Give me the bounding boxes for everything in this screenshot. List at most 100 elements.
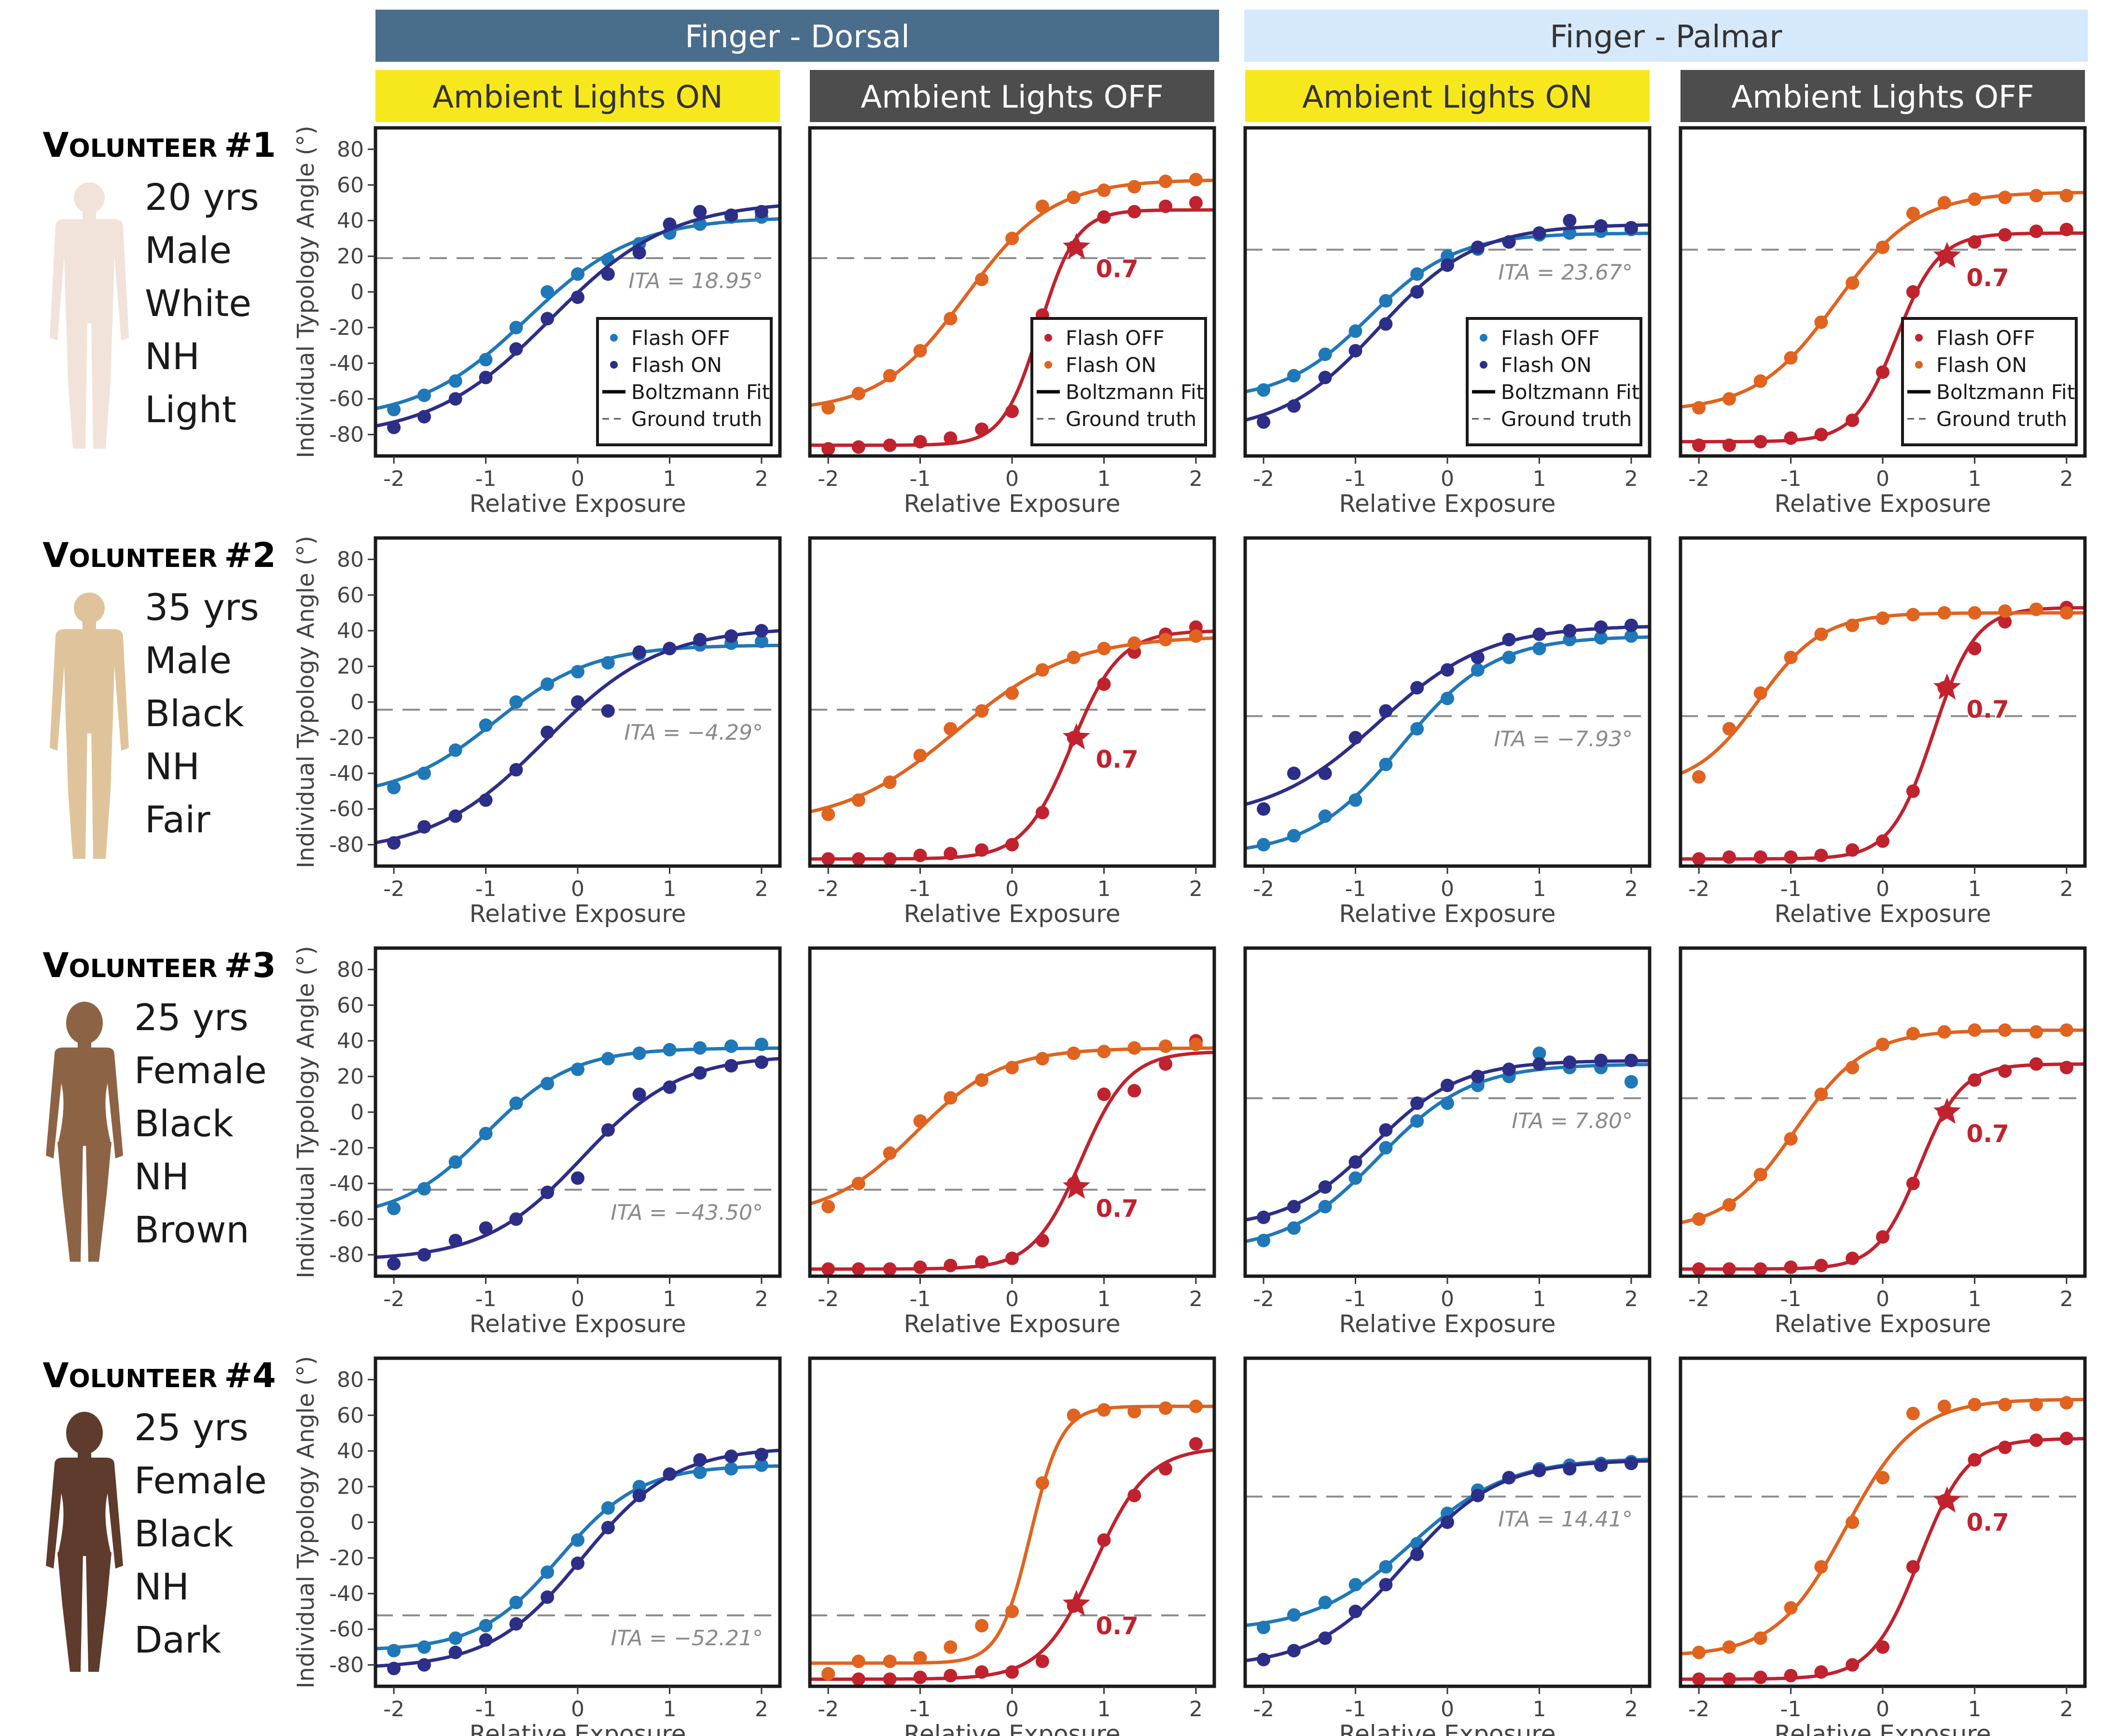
chart-panel-r1-c3: ITA = 23.67° Flash OFF Flash ON Boltzmann F… [1243,126,1652,518]
data-point [1753,435,1767,449]
y-tick-label: -20 [329,726,364,750]
data-point [663,1467,677,1481]
data-point [417,1182,431,1196]
data-point [1998,191,2012,205]
data-point [479,1127,493,1141]
data-point [1784,1668,1798,1682]
data-point [1502,650,1516,664]
condition-header-label: Ambient Lights OFF [1731,80,2034,115]
y-axis-label: Individual Typology Angle (°) [292,125,319,458]
x-tick-label: 2 [1625,467,1638,491]
data-point [1937,606,1951,620]
data-point [601,1501,615,1515]
data-point [1968,1398,1982,1412]
data-point [1594,631,1608,645]
x-axis-label: Relative Exposure [1339,1720,1556,1736]
star-marker [1062,233,1090,259]
data-point [1348,1604,1362,1618]
y-tick-label: 80 [337,137,364,162]
x-tick-label: -2 [1253,1697,1274,1722]
data-point [509,763,523,777]
y-tick-label: 80 [337,957,364,982]
volunteer-attribute: 25 yrs [134,996,249,1039]
data-point [1127,1405,1141,1419]
star-marker [1062,1590,1090,1616]
volunteer-attribute: Brown [134,1208,250,1251]
data-point [883,1654,897,1668]
data-point [1287,399,1301,413]
data-point [754,1037,768,1051]
data-point [541,725,555,739]
data-point [1441,663,1454,677]
data-point [851,1176,865,1190]
data-point [1722,1640,1736,1654]
boltzmann-fit-curve [375,629,780,844]
data-point [1379,758,1393,772]
chart-panel-r4-c1: ITA = −52.21° -2 -1 0 1 2 Relative Exposure -80… [292,1356,782,1736]
condition-header-3: Ambient Lights ON [1245,70,1650,122]
data-point [387,836,401,850]
data-point [571,1062,584,1076]
x-axis: -2 -1 0 1 2 Relative Exposure [383,1686,768,1736]
volunteer-attribute: NH [145,335,200,378]
data-point [1348,730,1362,744]
data-point [479,793,493,807]
data-point [883,852,897,866]
data-point [1159,174,1173,188]
data-point [1784,431,1798,445]
data-point [1968,642,1982,656]
data-point [479,1633,493,1647]
data-point [693,633,707,647]
data-point [387,1257,401,1271]
data-point [693,1465,707,1479]
y-tick-label: 20 [337,654,364,679]
x-axis-label: Relative Exposure [904,900,1121,928]
legend-label: Boltzmann Fit [1936,380,2075,404]
x-tick-label: 1 [1532,467,1546,491]
data-point [1753,686,1767,700]
data-point [1998,1064,2012,1078]
condition-header-bg [810,70,1214,122]
y-tick-label: 20 [337,244,364,269]
data-point [1846,843,1860,857]
data-point [1318,766,1332,780]
data-point [1594,620,1608,634]
data-point [944,312,958,326]
data-point [1722,1262,1736,1276]
data-point [448,1234,462,1248]
x-tick-label: 1 [663,877,676,901]
data-point [1692,770,1706,784]
ita-label: ITA = −7.93° [1494,727,1633,751]
data-point [1753,374,1767,388]
data-point [754,624,768,638]
data-point [851,1262,865,1276]
data-point [2029,1025,2043,1039]
data-point [1287,1644,1301,1658]
y-tick-label: 80 [337,1367,364,1392]
data-point [821,1199,835,1213]
data-point [663,217,677,231]
y-tick-label: -80 [329,1653,364,1678]
data-point [663,642,677,656]
data-point [724,629,738,643]
data-point [883,775,897,789]
y-tick-label: 40 [337,1439,364,1463]
chart-legend: Flash OFF Flash ON Boltzmann Fit Ground tru… [1466,317,1642,446]
data-point [724,1059,738,1073]
data-point [913,748,927,762]
data-point [1257,838,1271,852]
y-tick-label: -20 [329,1546,364,1571]
data-point [1159,1401,1173,1415]
data-point [1257,802,1271,816]
data-point [1502,1471,1516,1485]
boltzmann-fit-curve [810,629,1214,861]
volunteer-title: VOLUNTEER #4 [42,1356,276,1395]
data-point [1784,1260,1798,1274]
star-marker [1062,1172,1090,1199]
x-tick-label: 2 [2060,1287,2073,1311]
data-point [1998,604,2012,618]
x-tick-label: 2 [1189,877,1203,901]
x-tick-label: -2 [1688,877,1709,901]
data-point [975,1665,989,1679]
data-point [1410,681,1424,695]
